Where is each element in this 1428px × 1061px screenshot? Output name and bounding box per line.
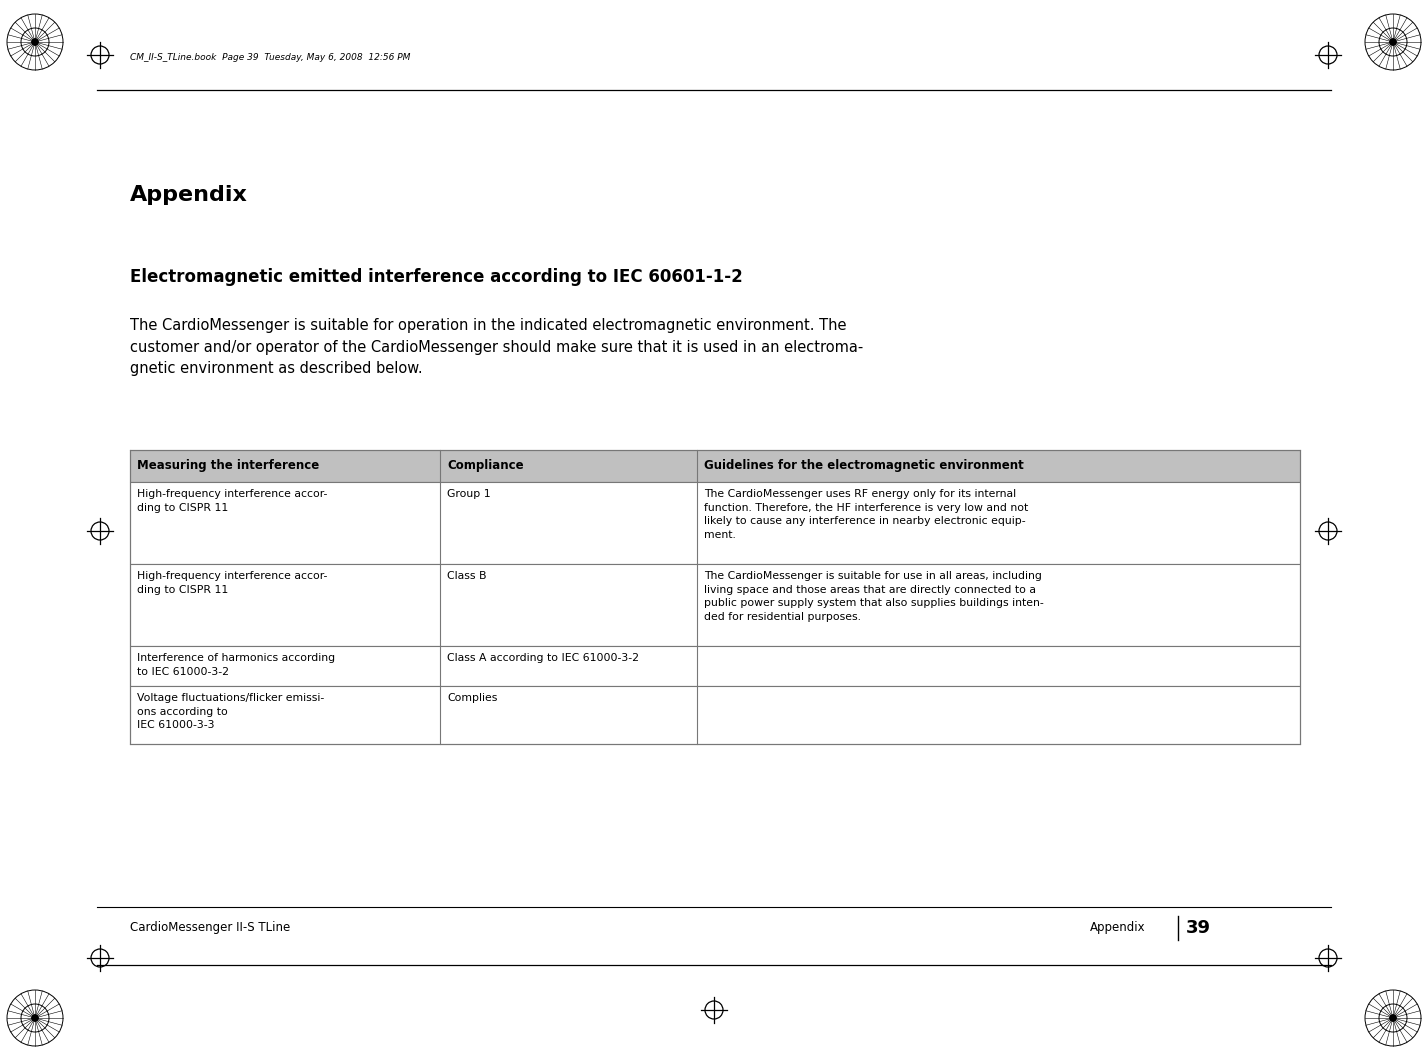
Text: Measuring the interference: Measuring the interference (137, 459, 320, 472)
Text: Group 1: Group 1 (447, 489, 491, 499)
Text: CM_II-S_TLine.book  Page 39  Tuesday, May 6, 2008  12:56 PM: CM_II-S_TLine.book Page 39 Tuesday, May … (130, 52, 410, 62)
Text: CardioMessenger II-S TLine: CardioMessenger II-S TLine (130, 922, 290, 935)
Text: Electromagnetic emitted interference according to IEC 60601-1-2: Electromagnetic emitted interference acc… (130, 268, 743, 286)
Text: Class B: Class B (447, 571, 487, 581)
Bar (130, 646, 1299, 686)
Circle shape (1389, 1014, 1397, 1022)
Circle shape (31, 38, 39, 46)
Text: Complies: Complies (447, 693, 497, 703)
Bar (130, 564, 1299, 646)
Text: The CardioMessenger is suitable for use in all areas, including
living space and: The CardioMessenger is suitable for use … (704, 571, 1044, 622)
Text: Guidelines for the electromagnetic environment: Guidelines for the electromagnetic envir… (704, 459, 1024, 472)
Text: Voltage fluctuations/flicker emissi-
ons according to
IEC 61000-3-3: Voltage fluctuations/flicker emissi- ons… (137, 693, 324, 730)
Circle shape (1389, 38, 1397, 46)
Text: Interference of harmonics according
to IEC 61000-3-2: Interference of harmonics according to I… (137, 653, 336, 677)
Text: High-frequency interference accor-
ding to CISPR 11: High-frequency interference accor- ding … (137, 489, 327, 512)
Text: The CardioMessenger uses RF energy only for its internal
function. Therefore, th: The CardioMessenger uses RF energy only … (704, 489, 1028, 540)
Text: Appendix: Appendix (130, 185, 248, 205)
Text: 39: 39 (1187, 919, 1211, 937)
Bar (130, 482, 1299, 564)
Text: Appendix: Appendix (1090, 922, 1145, 935)
Text: The CardioMessenger is suitable for operation in the indicated electromagnetic e: The CardioMessenger is suitable for oper… (130, 318, 864, 377)
Circle shape (31, 1014, 39, 1022)
Text: High-frequency interference accor-
ding to CISPR 11: High-frequency interference accor- ding … (137, 571, 327, 594)
Bar (130, 450, 1299, 482)
Bar (130, 686, 1299, 744)
Text: Class A according to IEC 61000-3-2: Class A according to IEC 61000-3-2 (447, 653, 640, 663)
Text: Compliance: Compliance (447, 459, 524, 472)
